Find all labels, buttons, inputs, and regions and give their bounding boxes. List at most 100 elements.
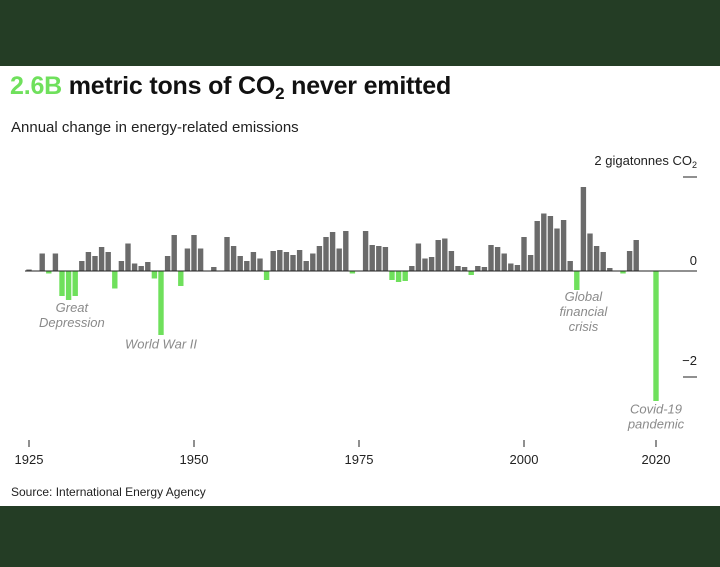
bars-layer [25, 187, 697, 401]
bar [501, 253, 507, 271]
bar [488, 245, 494, 271]
bar [455, 266, 461, 271]
bar [105, 252, 111, 271]
bar [369, 245, 375, 271]
bar [481, 267, 488, 271]
y-tick-label: 0 [690, 253, 697, 268]
bar [395, 271, 402, 282]
x-axis-layer: 1925 1950 1975 2000 2020 [15, 440, 671, 467]
bar [263, 271, 270, 280]
annotation-label: Covid-19 pandemic [627, 402, 685, 432]
title-main: metric tons of CO [68, 72, 276, 100]
bar [224, 237, 230, 271]
bar [389, 271, 395, 280]
annotation-label: World War II [125, 337, 197, 352]
bar [39, 253, 45, 271]
x-tick-label: 1925 [15, 452, 44, 467]
bar [600, 252, 606, 271]
bar [409, 266, 415, 271]
bar [158, 271, 164, 335]
bar [26, 269, 32, 271]
annotation-label: Great Depression [39, 300, 105, 330]
bar [46, 271, 52, 274]
bar [79, 261, 85, 271]
bar-chart: 2 gigatonnes CO2 0 −2 1925 1950 1975 2000 2020… [15, 153, 697, 467]
bar [310, 253, 316, 271]
bar [303, 261, 309, 271]
bar [290, 255, 296, 271]
bar [237, 256, 243, 271]
bar [191, 235, 197, 271]
bar [59, 271, 65, 296]
bar [461, 267, 468, 271]
bar [197, 248, 204, 271]
title-end: never emitted [291, 72, 452, 100]
bar [442, 238, 448, 271]
bar [422, 258, 428, 271]
bar [283, 252, 290, 271]
bar [244, 261, 250, 271]
bar [211, 267, 217, 271]
bar [435, 240, 441, 271]
annotation-label: Global financial crisis [560, 289, 609, 334]
bar [508, 263, 514, 271]
bar [138, 266, 144, 271]
bar [72, 271, 78, 296]
bar [580, 187, 587, 271]
bar [270, 251, 276, 271]
x-tick-label: 2000 [510, 452, 539, 467]
bar [653, 271, 659, 401]
x-tick-label: 1975 [345, 452, 374, 467]
bar [448, 251, 455, 271]
bar [428, 257, 435, 271]
bar [164, 256, 171, 271]
annotations-layer: Great Depression World War II Global financi… [39, 289, 685, 432]
bar [593, 246, 600, 271]
bar [336, 248, 342, 271]
bar [230, 246, 237, 271]
bar [514, 265, 521, 271]
bar [171, 235, 177, 271]
bar [112, 271, 118, 289]
bar [349, 271, 356, 274]
bar [534, 221, 540, 271]
bar [633, 240, 639, 271]
bar [620, 271, 626, 274]
chart-title: 2.6B metric tons of CO2 never emitted [10, 72, 452, 103]
bar [316, 246, 323, 271]
bar [362, 231, 369, 271]
bar [131, 263, 138, 271]
bar [52, 253, 59, 271]
bar [296, 250, 303, 271]
title-highlight: 2.6B [10, 72, 63, 100]
bar [402, 271, 408, 281]
bar [475, 266, 481, 271]
bar [85, 252, 92, 271]
bar [587, 233, 593, 271]
bar [527, 255, 534, 271]
title-subscript: 2 [275, 84, 285, 103]
bar [257, 258, 263, 271]
bar [547, 216, 554, 271]
bar [65, 271, 72, 300]
y-axis-layer: 2 gigatonnes CO2 0 −2 [594, 153, 697, 378]
bar [184, 248, 191, 271]
y-tick-label: −2 [682, 353, 697, 368]
bar [567, 261, 573, 271]
bar [277, 250, 283, 271]
bar [151, 271, 158, 279]
chart-subtitle: Annual change in energy-related emission… [11, 119, 299, 136]
bar [560, 220, 567, 271]
x-tick-label: 2020 [642, 452, 671, 467]
source-note: Source: International Energy Agency [11, 485, 206, 499]
bar [574, 271, 580, 290]
bar [521, 237, 527, 271]
bar [118, 261, 125, 271]
bar [329, 232, 336, 271]
bar [343, 231, 349, 271]
bar [92, 256, 98, 271]
bar [382, 247, 389, 271]
bar [250, 252, 257, 271]
bar [554, 228, 560, 271]
bar [178, 271, 184, 286]
